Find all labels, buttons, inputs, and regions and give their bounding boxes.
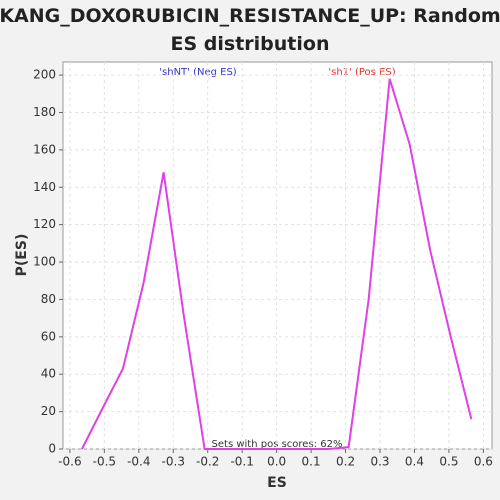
x-tick-label: -0.1: [230, 455, 253, 469]
plot-area: [62, 61, 493, 450]
x-tick-label: 0.1: [302, 455, 321, 469]
y-tick-label: 20: [41, 404, 56, 418]
x-tick-label: -0.5: [93, 455, 116, 469]
x-tick-label: 0.6: [474, 455, 493, 469]
y-tick-label: 100: [33, 255, 56, 269]
x-tick-label: -0.6: [58, 455, 81, 469]
x-tick-label: -0.2: [196, 455, 219, 469]
y-tick-label: 120: [33, 217, 56, 231]
y-tick-label: 180: [33, 105, 56, 119]
annotation: Sets with pos scores: 62%: [212, 439, 343, 450]
y-tick-label: 60: [41, 329, 56, 343]
x-tick-label: -0.4: [127, 455, 150, 469]
x-axis-label: ES: [267, 475, 287, 491]
y-tick-label: 40: [41, 367, 56, 381]
line: [81, 78, 473, 450]
y-tick-label: 200: [33, 68, 56, 82]
x-tick-label: 0.4: [405, 455, 424, 469]
annotation: 'shNT' (Neg ES): [159, 67, 237, 78]
x-tick-label: 0.5: [439, 455, 458, 469]
x-tick-label: 0.2: [336, 455, 355, 469]
y-tick-label: 0: [48, 442, 56, 456]
y-axis-label: P(ES): [14, 234, 30, 277]
x-tick-label: -0.3: [162, 455, 185, 469]
x-tick-label: 0.3: [370, 455, 389, 469]
y-tick-label: 160: [33, 142, 56, 156]
y-tick-label: 80: [41, 292, 56, 306]
chart-title: KANG_DOXORUBICIN_RESISTANCE_UP: Random ES…: [0, 5, 500, 55]
y-tick-label: 140: [33, 180, 56, 194]
annotation: 'sh1' (Pos ES): [328, 67, 395, 78]
x-tick-label: 0.0: [267, 455, 286, 469]
